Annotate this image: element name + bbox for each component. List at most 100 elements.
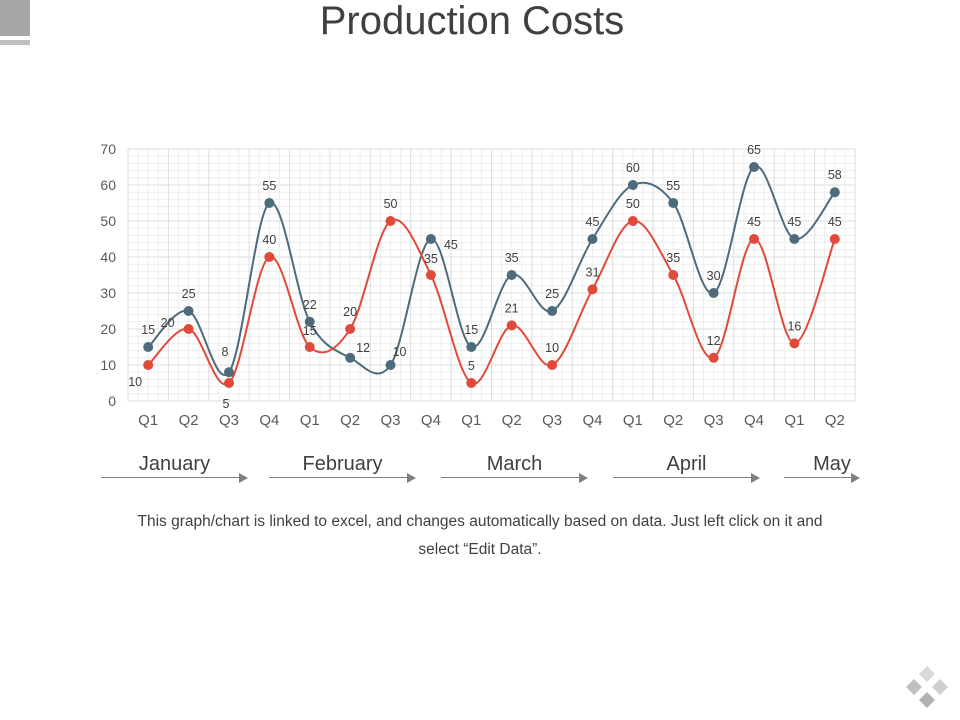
y-tick-label: 70 — [100, 141, 116, 157]
series-1-point — [708, 288, 719, 298]
data-label: 60 — [626, 161, 640, 175]
month-arrow-line — [101, 477, 240, 478]
chart-caption: This graph/chart is linked to excel, and… — [137, 513, 823, 558]
series-2-point — [749, 234, 760, 244]
production-cost-chart[interactable]: 0 10 20 30 40 50 60 70 Q1 Q2 Q3 Q4 Q1 Q2 Q3 Q4 Q1 Q2 Q3 Q4 Q… — [0, 130, 960, 430]
series-2-point — [466, 378, 477, 388]
x-tick-label: Q2 — [340, 412, 360, 429]
series-1-point — [506, 270, 517, 280]
month-may: May — [784, 450, 860, 490]
series-1-point — [668, 198, 679, 208]
series-1-point — [345, 352, 356, 363]
page-title: Production Costs — [319, 0, 625, 43]
data-label: 35 — [424, 252, 438, 266]
x-tick-label: Q1 — [784, 412, 804, 429]
month-label: March — [486, 453, 543, 475]
x-tick-label: Q4 — [259, 412, 279, 429]
month-march: March — [441, 450, 588, 490]
data-label: 16 — [787, 319, 801, 333]
slide-logo-icon[interactable] — [904, 664, 950, 710]
data-label: 45 — [444, 238, 458, 252]
series-2-point — [708, 352, 719, 363]
y-tick-label: 0 — [108, 393, 116, 409]
x-tick-label: Q1 — [623, 412, 643, 429]
arrow-head-icon — [751, 473, 760, 483]
data-label: 30 — [707, 269, 721, 283]
series-2-point — [425, 270, 436, 280]
corner-tab — [0, 0, 30, 48]
data-label: 15 — [303, 324, 317, 338]
data-label: 31 — [586, 265, 600, 279]
arrow-head-icon — [407, 473, 416, 483]
series-1-point — [425, 234, 436, 244]
series-1-point — [789, 234, 800, 244]
series-2-point — [223, 378, 234, 388]
x-tick-label: Q3 — [381, 412, 401, 429]
month-april: April — [613, 450, 760, 490]
data-label: 50 — [384, 197, 398, 211]
x-tick-label: Q2 — [825, 412, 845, 429]
data-label: 21 — [505, 301, 519, 315]
arrow-head-icon — [579, 473, 588, 483]
data-label: 55 — [262, 179, 276, 193]
corner-block — [0, 0, 30, 36]
series-2-labels: 10 20 5 40 15 20 50 35 5 21 10 31 50 35 12 45 16 45 — [128, 197, 842, 411]
series-1-point — [627, 180, 638, 190]
month-label: January — [138, 453, 211, 475]
month-january: January — [101, 450, 248, 490]
data-label: 12 — [356, 341, 370, 355]
series-2-point — [506, 320, 517, 331]
x-tick-label: Q2 — [663, 412, 683, 429]
series-2-point — [587, 284, 598, 295]
y-tick-label: 50 — [100, 213, 116, 229]
month-arrow-line — [784, 477, 852, 478]
data-label: 8 — [221, 345, 228, 359]
x-tick-label: Q3 — [704, 412, 724, 429]
series-1-point — [587, 234, 598, 244]
data-label: 25 — [545, 287, 559, 301]
month-axis: January February March April May — [0, 450, 960, 490]
month-label: May — [813, 453, 851, 475]
y-tick-label: 10 — [100, 357, 116, 373]
series-1-point — [143, 342, 154, 352]
series-1-point — [466, 342, 477, 352]
series-2-point — [789, 338, 800, 349]
data-label: 58 — [828, 168, 842, 182]
series-1-point — [223, 367, 234, 378]
y-tick-label: 60 — [100, 177, 116, 193]
data-label: 55 — [666, 179, 680, 193]
y-tick-label: 20 — [100, 321, 116, 337]
x-tick-label: Q1 — [138, 412, 158, 429]
series-2-point — [668, 270, 679, 280]
month-arrow-line — [441, 477, 580, 478]
month-february: February — [269, 450, 416, 490]
x-tick-label: Q2 — [502, 412, 522, 429]
y-tick-label: 40 — [100, 249, 116, 265]
data-label: 5 — [222, 397, 229, 411]
x-tick-label: Q3 — [219, 412, 239, 429]
y-tick-label: 30 — [100, 285, 116, 301]
series-2-point — [829, 234, 840, 244]
month-arrow-line — [269, 477, 408, 478]
data-label: 35 — [505, 251, 519, 265]
series-2-point — [547, 360, 558, 370]
data-label: 45 — [586, 215, 600, 229]
series-1-point — [304, 316, 315, 327]
month-label: February — [302, 453, 383, 475]
series-2-points — [143, 216, 840, 388]
arrow-head-icon — [851, 473, 860, 483]
data-label: 25 — [182, 287, 196, 301]
series-1-point — [183, 306, 194, 316]
data-label: 10 — [128, 375, 142, 389]
x-tick-label: Q1 — [300, 412, 320, 429]
data-label: 20 — [343, 305, 357, 319]
data-label: 20 — [161, 316, 175, 330]
series-1-point — [264, 198, 275, 208]
arrow-head-icon — [239, 473, 248, 483]
data-label: 35 — [666, 251, 680, 265]
data-label: 22 — [303, 298, 317, 312]
series-2-point — [143, 360, 154, 370]
corner-bar — [0, 40, 30, 45]
series-1-point — [829, 187, 840, 198]
data-label: 5 — [468, 359, 475, 373]
